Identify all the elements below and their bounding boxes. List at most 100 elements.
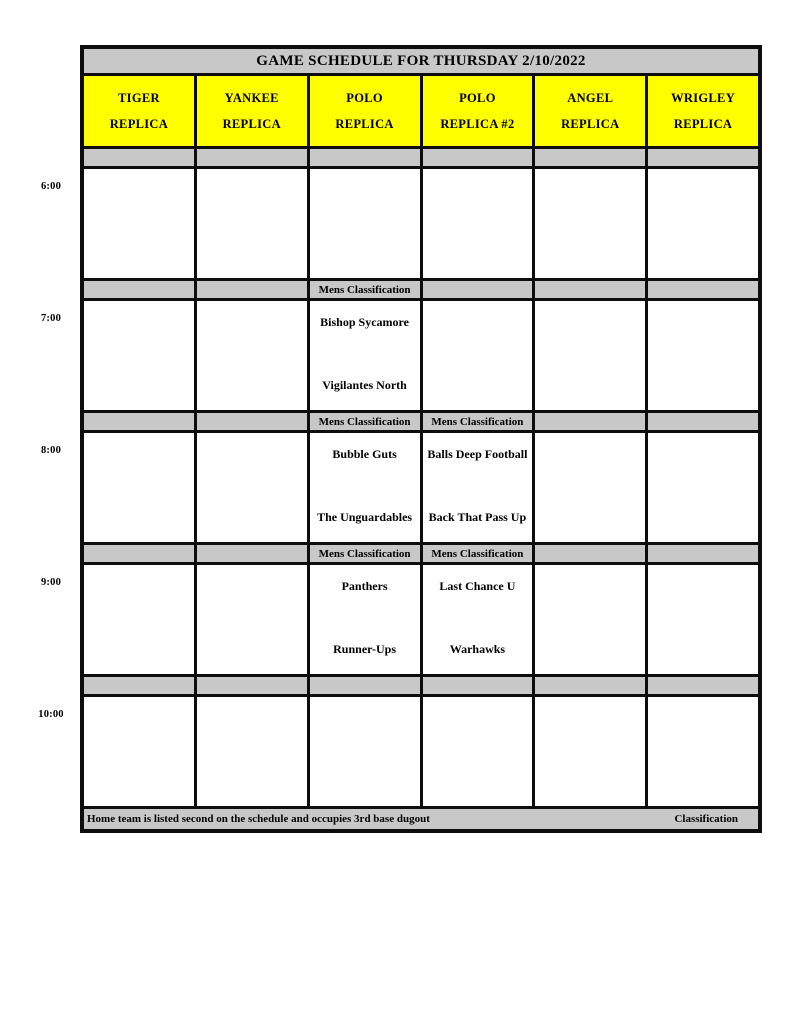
classification-band-cell [648,281,758,298]
classification-band-cell: Mens Classification [422,545,533,562]
game-cell [422,697,533,806]
classification-band-cell: Mens Classification [422,413,533,430]
game-cell [84,169,194,278]
classification-band-cell [535,413,646,430]
field-name-line2: REPLICA [673,116,733,131]
game-cell [535,565,646,674]
field-column-header-yankee: YANKEE REPLICA [196,76,307,146]
field-name: POLO [346,90,383,105]
classification-band-cell: Mens Classification [309,545,420,562]
game-cell [648,433,758,542]
field-name-line2: REPLICA [561,116,620,131]
field-name: WRIGLEY [671,90,736,105]
away-team: Balls Deep Football [427,447,528,461]
time-label: 10:00 [38,709,64,720]
field-column-header-polo: POLO REPLICA [309,76,420,146]
game-cell [648,565,758,674]
classification-band-cell [309,149,420,166]
time-label: 7:00 [40,313,62,324]
classification-label: Mens Classification [318,547,411,560]
game-cell [84,301,194,410]
game-cell [535,301,646,410]
game-cell: Last Chance U Warhawks [422,565,533,674]
game-cell [535,433,646,542]
field-column-header-angel: ANGEL REPLICA [535,76,646,146]
classification-band-cell [535,281,646,298]
field-name-line2: REPLICA [335,116,394,131]
field-name: YANKEE [224,90,279,105]
classification-band-cell [84,149,194,166]
classification-band-cell: Mens Classification [309,413,420,430]
field-name: ANGEL [567,90,614,105]
footer-note: Home team is listed second on the schedu… [87,813,430,825]
classification-label: Mens Classification [431,415,524,428]
game-cell [84,565,194,674]
field-column-header-wrigley: WRIGLEY REPLICA [648,76,758,146]
away-team: Bishop Sycamore [320,315,409,329]
home-team: Vigilantes North [322,378,407,393]
game-cell: Panthers Runner-Ups [309,565,420,674]
field-name: TIGER [118,90,160,105]
classification-band-cell [422,677,533,694]
time-label: 9:00 [40,577,62,588]
classification-band-cell [196,545,307,562]
game-cell: Bishop Sycamore Vigilantes North [309,301,420,410]
game-cell [309,169,420,278]
game-cell [196,697,307,806]
classification-band-cell [84,281,194,298]
classification-band-cell [196,677,307,694]
home-team: Runner-Ups [333,642,397,657]
classification-band-cell [309,677,420,694]
game-cell [422,169,533,278]
classification-label: Mens Classification [318,415,411,428]
home-team: Warhawks [449,642,506,657]
game-cell: Bubble Guts The Unguardables [309,433,420,542]
classification-band-cell [422,149,533,166]
home-team: The Unguardables [317,510,413,525]
footer-classification-label: Classification [674,813,738,825]
classification-band-cell [535,149,646,166]
field-name-line2: REPLICA [222,116,281,131]
classification-band-cell [535,545,646,562]
game-cell [535,169,646,278]
game-cell [648,169,758,278]
away-team: Panthers [341,579,388,593]
game-cell [422,301,533,410]
classification-label: Mens Classification [431,547,524,560]
classification-band-cell [84,413,194,430]
classification-band-cell [422,281,533,298]
schedule-table: GAME SCHEDULE FOR THURSDAY 2/10/2022 TIG… [80,45,762,833]
game-cell [648,697,758,806]
field-name-line2: REPLICA #2 [440,116,515,131]
game-cell [84,433,194,542]
game-cell: Balls Deep Football Back That Pass Up [422,433,533,542]
classification-band-cell [84,545,194,562]
classification-band-cell [648,149,758,166]
game-cell [309,697,420,806]
classification-band-cell [84,677,194,694]
classification-band-cell [196,149,307,166]
game-cell [535,697,646,806]
classification-band-cell [648,677,758,694]
time-label: 8:00 [40,445,62,456]
game-cell [196,565,307,674]
field-name-line2: REPLICA [109,116,169,131]
game-cell [196,301,307,410]
classification-band-cell [196,281,307,298]
away-team: Last Chance U [439,579,516,593]
away-team: Bubble Guts [332,447,397,461]
classification-band-cell: Mens Classification [309,281,420,298]
field-name: POLO [459,90,496,105]
classification-band-cell [535,677,646,694]
classification-band-cell [648,413,758,430]
classification-label: Mens Classification [318,283,411,296]
schedule-title: GAME SCHEDULE FOR THURSDAY 2/10/2022 [84,49,758,73]
field-column-header-tiger: TIGER REPLICA [84,76,194,146]
classification-band-cell [196,413,307,430]
game-cell [196,169,307,278]
home-team: Back That Pass Up [428,510,527,525]
time-label: 6:00 [40,181,62,192]
game-cell [84,697,194,806]
classification-band-cell [648,545,758,562]
